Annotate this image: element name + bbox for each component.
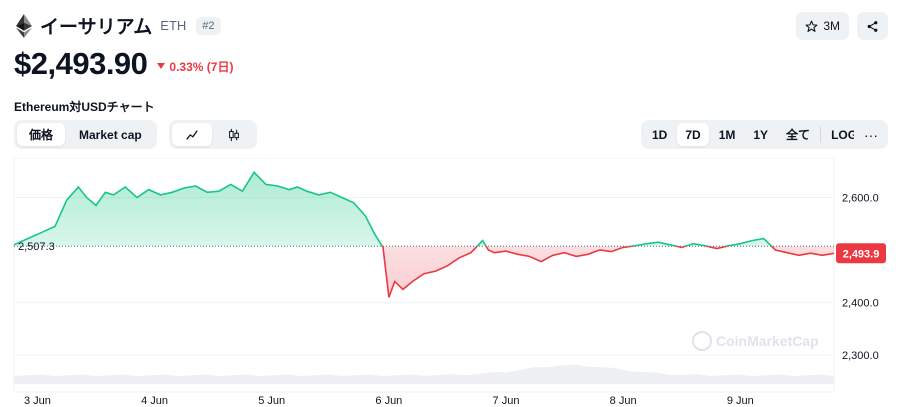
volume-area [14,364,834,384]
price-change-value: 0.33% (7日) [169,59,234,74]
coinmarketcap-logo-icon [692,331,712,351]
current-price: $2,493.90 [14,46,148,81]
coinmarketcap-watermark: CoinMarketCap [692,331,819,351]
y-tick-label: 2,400.0 [842,298,879,310]
coin-header: イーサリアム ETH #2 [14,12,221,39]
y-tick-label: 2,300.0 [842,350,879,362]
x-tick-label: 4 Jun [141,395,168,407]
x-tick-label: 3 Jun [24,395,51,407]
current-price-label: 2,493.9 [843,248,880,260]
y-tick-label: 2,600.0 [842,193,879,205]
line-chart-button[interactable] [172,123,212,146]
chart-frame [13,158,835,393]
area-above-baseline [14,172,834,247]
candlestick-icon [229,128,239,141]
range-1d[interactable]: 1D [652,127,668,142]
candlestick-button[interactable] [214,123,254,146]
view-toggle: 価格 Market cap [14,120,157,149]
line-chart-icon [186,129,198,140]
price-line-up [13,171,773,247]
log-scale-toggle[interactable]: LOG [831,127,858,142]
range-1m[interactable]: 1M [718,127,736,142]
chart-title: Ethereum対USDチャート [14,100,155,114]
watermark-text: CoinMarketCap [716,333,819,349]
tab-price[interactable]: 価格 [17,123,66,146]
price-chart[interactable]: CoinMarketCap 2,600.0 2,400.0 2,300.0 3 Jun… [0,158,900,407]
more-options-button[interactable]: ··· [854,120,888,149]
chart-type-toggle [169,120,257,149]
share-button[interactable] [857,12,888,40]
x-tick-label: 9 Jun [727,395,754,407]
ethereum-logo-icon [16,13,32,38]
coin-symbol: ETH [160,18,187,33]
range-selector: 1D 7D 1M 1Y 全て LOG [641,120,869,149]
price-row: $2,493.90 0.33% (7日) [14,46,233,82]
range-all[interactable]: 全て [786,128,811,142]
x-tick-label: 7 Jun [493,395,520,407]
x-tick-label: 6 Jun [375,395,402,407]
watchlist-count: 3M [823,19,840,33]
tab-market-cap[interactable]: Market cap [79,127,142,142]
price-line-down [381,246,835,298]
coin-name: イーサリアム [40,17,153,38]
rank-badge: #2 [196,16,221,35]
caret-down-icon [157,63,166,69]
range-7d[interactable]: 7D [677,123,709,146]
price-change: 0.33% (7日) [157,58,233,75]
header-actions: 3M [796,12,888,40]
share-icon [867,20,878,32]
range-1y[interactable]: 1Y [753,127,769,142]
x-tick-label: 8 Jun [610,395,637,407]
area-below-baseline [382,246,834,298]
baseline-label: 2,507.3 [18,241,55,253]
x-tick-label: 5 Jun [258,395,285,407]
range-divider [820,126,822,143]
current-price-tag [836,243,886,264]
star-icon [805,20,818,32]
watchlist-button[interactable]: 3M [796,12,849,40]
